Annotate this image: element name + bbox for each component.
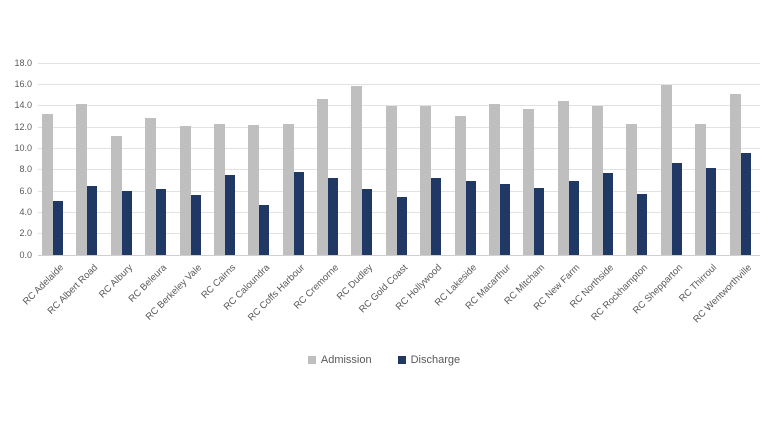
bar-discharge [259,204,270,255]
y-axis-tick-label: 16.0 [14,78,32,89]
bar-discharge [603,172,614,255]
legend-item-discharge: Discharge [397,354,461,366]
gridline [38,169,760,171]
y-axis-tick-label: 18.0 [14,57,32,68]
y-axis-tick-label: 10.0 [14,142,32,153]
bar-admission [145,118,157,255]
y-axis-tick-label: 8.0 [19,164,32,175]
bar-admission [729,93,741,255]
bar-admission [351,86,363,255]
bar-admission [179,125,191,255]
legend-label-discharge: Discharge [410,354,461,366]
bar-admission [213,123,225,255]
bar-discharge [87,185,98,255]
bar-admission [420,105,432,255]
bar-discharge [637,194,648,255]
y-axis-tick-label: 12.0 [14,121,32,132]
bar-admission [248,124,260,255]
bar-discharge [53,200,63,255]
gridline [38,190,760,192]
gridline [38,83,760,85]
bar-discharge [293,171,304,255]
legend-item-admission: Admission [307,354,372,366]
bar-admission [282,123,294,255]
bar-admission [626,123,638,255]
bar-admission [385,105,397,255]
y-axis-tick-label: 0.0 [19,249,32,260]
bar-admission [317,99,329,255]
legend-swatch-discharge-icon [397,356,406,364]
plot-area [38,62,760,256]
bar-admission [488,103,500,255]
gridline [38,147,760,149]
gridline [38,105,760,107]
legend-label-admission: Admission [320,354,372,366]
bar-discharge [671,163,682,255]
bar-discharge [328,178,339,255]
bar-discharge [431,178,442,255]
y-axis-tick-label: 4.0 [19,206,32,217]
bar-discharge [156,188,167,255]
y-axis-tick-label: 6.0 [19,185,32,196]
gridline [38,62,760,64]
bar-admission [454,116,466,255]
bar-discharge [499,183,510,255]
bar-admission [110,135,122,255]
legend-swatch-admission-icon [307,356,316,364]
legend: Admission Discharge [0,354,768,366]
y-axis-tick-label: 2.0 [19,228,32,239]
bar-admission [660,85,672,255]
bar-discharge [706,167,717,255]
bar-discharge [568,181,579,255]
bar-discharge [121,191,132,255]
bar-admission [42,114,53,255]
x-axis-line [38,254,760,256]
bar-discharge [190,195,201,255]
bar-discharge [224,175,235,255]
bar-discharge [740,152,751,255]
bar-discharge [465,181,476,255]
bar-admission [557,101,569,255]
bar-admission [695,123,707,255]
bar-discharge [396,197,407,255]
y-axis-tick-label: 14.0 [14,100,32,111]
bar-discharge [362,188,373,255]
bar-admission [592,105,604,255]
bar-admission [523,108,535,255]
gridline [38,126,760,128]
bar-discharge [534,187,545,255]
bar-admission [76,103,88,255]
